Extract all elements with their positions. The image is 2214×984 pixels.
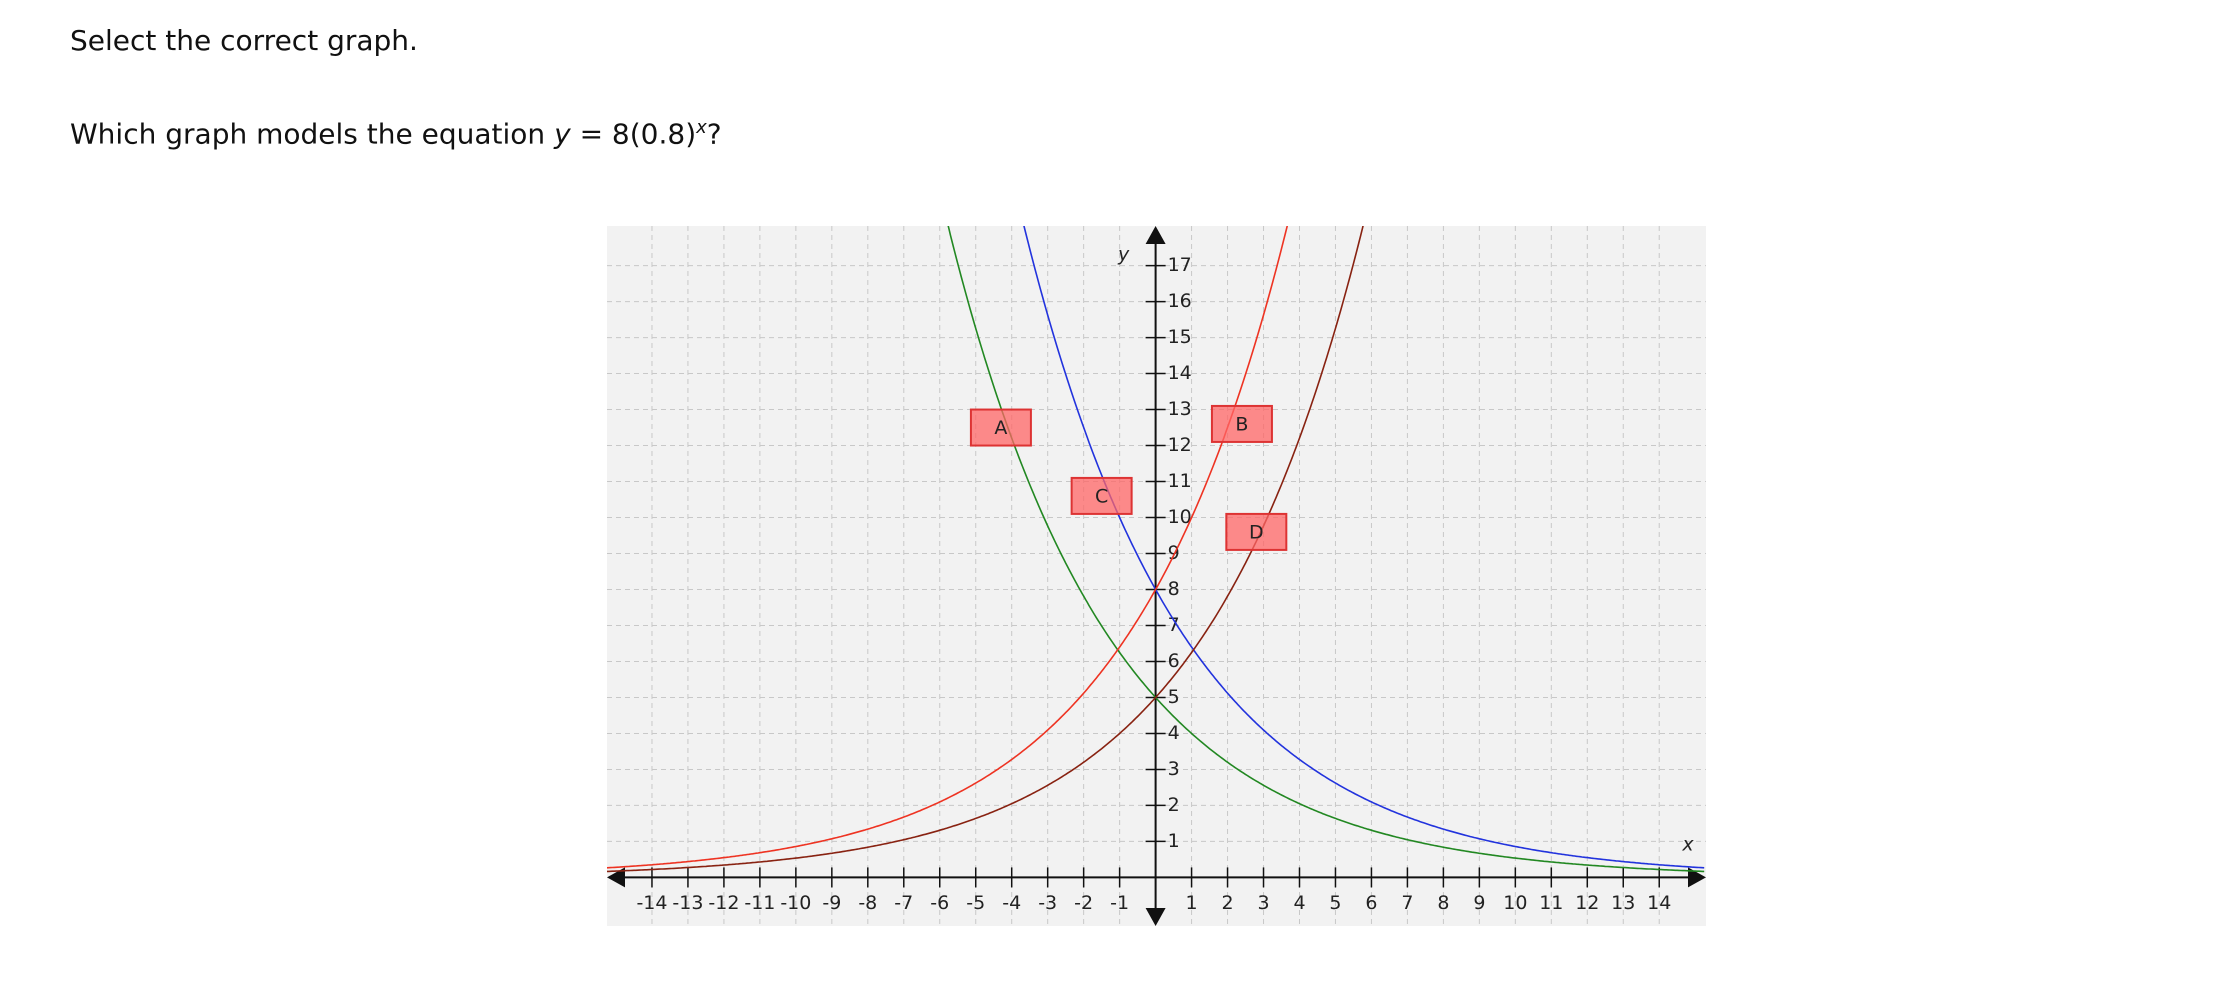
y-tick-label: 16 [1168,290,1192,312]
curve [607,226,1364,873]
y-tick-label: 2 [1168,794,1180,816]
y-tick-label: 4 [1168,722,1180,744]
y-tick-label: 17 [1168,254,1192,276]
x-tick-label: -14 [636,892,667,914]
x-tick-label: 6 [1365,892,1377,914]
x-tick-label: 3 [1257,892,1269,914]
x-tick-label: -13 [672,892,703,914]
x-tick-label: -10 [780,892,811,914]
x-tick-label: -2 [1074,892,1093,914]
option[interactable]: C [1070,476,1133,515]
x-tick-label: -11 [744,892,775,914]
exponent: x [696,117,707,138]
y-tick-label: 11 [1168,470,1192,492]
question-variable: y [554,117,571,151]
question-text: Which graph models the equation [70,117,555,151]
x-tick-label: 11 [1539,892,1563,914]
y-tick-label: 10 [1168,506,1192,528]
x-tick-label: 10 [1503,892,1527,914]
option-label: D [1249,521,1264,543]
question-end: ? [706,117,722,151]
y-axis-label: y [1117,243,1130,265]
question-equation: = 8(0.8) [570,117,697,151]
curve [607,226,1289,869]
x-tick-label: 5 [1329,892,1341,914]
question-exponent: x [696,117,707,138]
x-tick-label: 9 [1473,892,1485,914]
y-tick-label: 6 [1168,650,1180,672]
option-label: C [1095,485,1108,507]
y-tick-label: 1 [1168,830,1180,852]
y-tick-label: 13 [1168,398,1192,420]
option-box [969,408,1032,447]
y-tick-label: 12 [1168,434,1192,456]
x-tick-label: 4 [1293,892,1305,914]
x-tick-label: -4 [1002,892,1021,914]
x-tick-label: 7 [1401,892,1413,914]
x-tick-label: 12 [1575,892,1599,914]
x-tick-label: 14 [1647,892,1671,914]
y-tick-label: 8 [1168,578,1180,600]
option-label: B [1235,413,1248,435]
x-tick-label: -6 [930,892,949,914]
option[interactable]: B [1210,404,1273,443]
option[interactable]: D [1225,512,1288,551]
x-tick-label: -8 [858,892,877,914]
option-box [1070,476,1133,515]
x-tick-label: -12 [708,892,739,914]
y-tick-label: 15 [1168,326,1192,348]
x-tick-label: 2 [1222,892,1234,914]
x-tick-label: -9 [822,892,841,914]
x-tick-label: -1 [1110,892,1129,914]
x-tick-label: 13 [1611,892,1635,914]
y-tick-label: 14 [1168,362,1192,384]
option[interactable]: A [969,408,1032,447]
x-tick-label: -5 [966,892,985,914]
option-box [1210,404,1273,443]
x-tick-label: -7 [894,892,913,914]
option-label: A [994,417,1007,439]
y-tick-label: 3 [1168,758,1180,780]
x-tick-label: -3 [1038,892,1057,914]
x-tick-label: 8 [1437,892,1449,914]
y-tick-label: 7 [1168,614,1180,636]
prompt: Select the correct graph. [70,24,418,57]
curves [607,226,1705,873]
x-axis-label: x [1681,834,1694,856]
option-box [1225,512,1288,551]
y-tick-label: 5 [1168,686,1180,708]
x-tick-label: 1 [1186,892,1198,914]
question: Which graph models the equation y = 8(0.… [70,117,722,150]
